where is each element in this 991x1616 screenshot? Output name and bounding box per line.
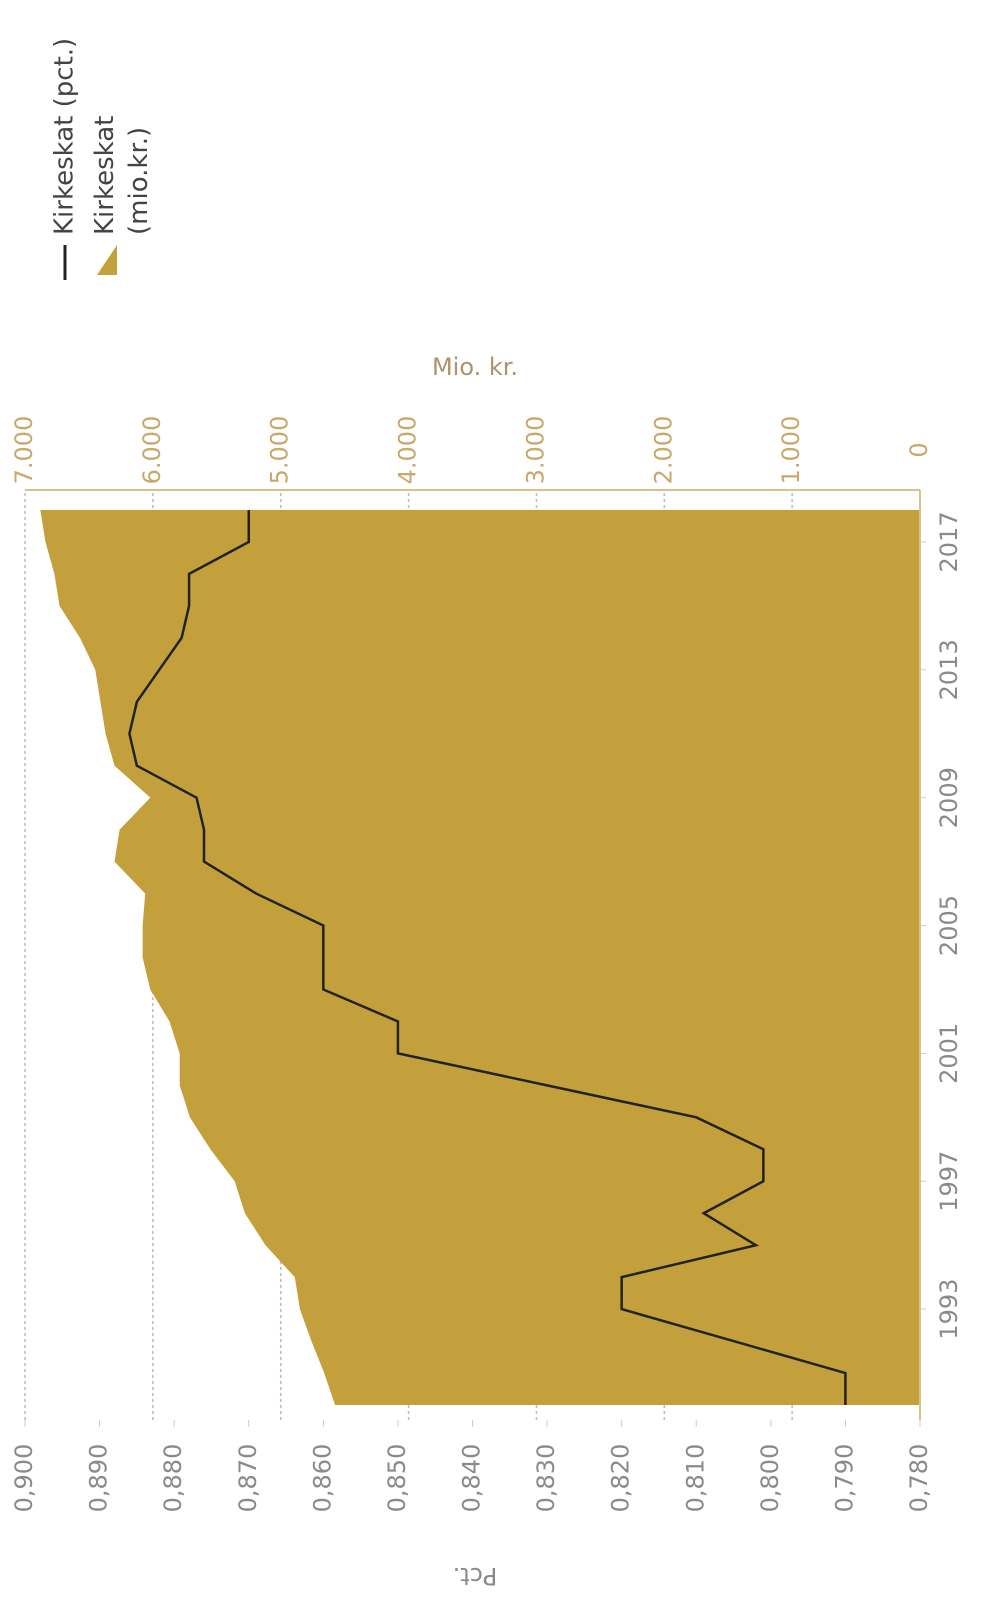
y2-tick-label: 6.000 [138, 416, 166, 485]
y-tick-label: 0,860 [308, 1444, 336, 1513]
x-tick-label: 1993 [935, 1279, 963, 1340]
y2-tick-label: 3.000 [521, 416, 549, 485]
y2-tick-label: 5.000 [266, 416, 294, 485]
y-tick-label: 0,900 [10, 1444, 38, 1513]
y-tick-label: 0,850 [383, 1444, 411, 1513]
y2-tick-label: 7.000 [10, 416, 38, 485]
legend-label: Kirkeskat (pct.) [50, 38, 80, 235]
line [128, 510, 847, 1405]
y2-tick-label: 4.000 [394, 416, 422, 485]
y2-tick-label: 0 [905, 442, 933, 457]
y-tick-label: 0,870 [234, 1444, 262, 1513]
y-tick-label: 0,890 [85, 1444, 113, 1513]
y-tick-label: 0,780 [905, 1444, 933, 1513]
y-axis-title: Pct. [453, 1562, 498, 1590]
x-tick-label: 2009 [935, 767, 963, 828]
y-tick-label: 0,840 [458, 1444, 486, 1513]
x-tick-label: 2001 [935, 1023, 963, 1084]
x-tick-label: 1997 [935, 1151, 963, 1212]
legend-swatch [97, 245, 117, 275]
marks [40, 510, 921, 1405]
y2-axis-title: Mio. kr. [432, 353, 518, 381]
y-tick-label: 0,810 [681, 1444, 709, 1513]
x-tick-label: 2017 [935, 511, 963, 572]
y-tick-label: 0,830 [532, 1444, 560, 1513]
legend-label: Kirkeskat (mio.kr.) [90, 107, 154, 235]
x-tick-label: 2005 [935, 895, 963, 956]
x-tick-label: 2013 [935, 639, 963, 700]
y2-tick-label: 2.000 [649, 416, 677, 485]
y2-tick-label: 1.000 [777, 416, 805, 485]
area [40, 510, 921, 1405]
y-tick-label: 0,800 [756, 1444, 784, 1513]
y-tick-label: 0,880 [159, 1444, 187, 1513]
y-tick-label: 0,790 [830, 1444, 858, 1513]
y-tick-label: 0,820 [607, 1444, 635, 1513]
